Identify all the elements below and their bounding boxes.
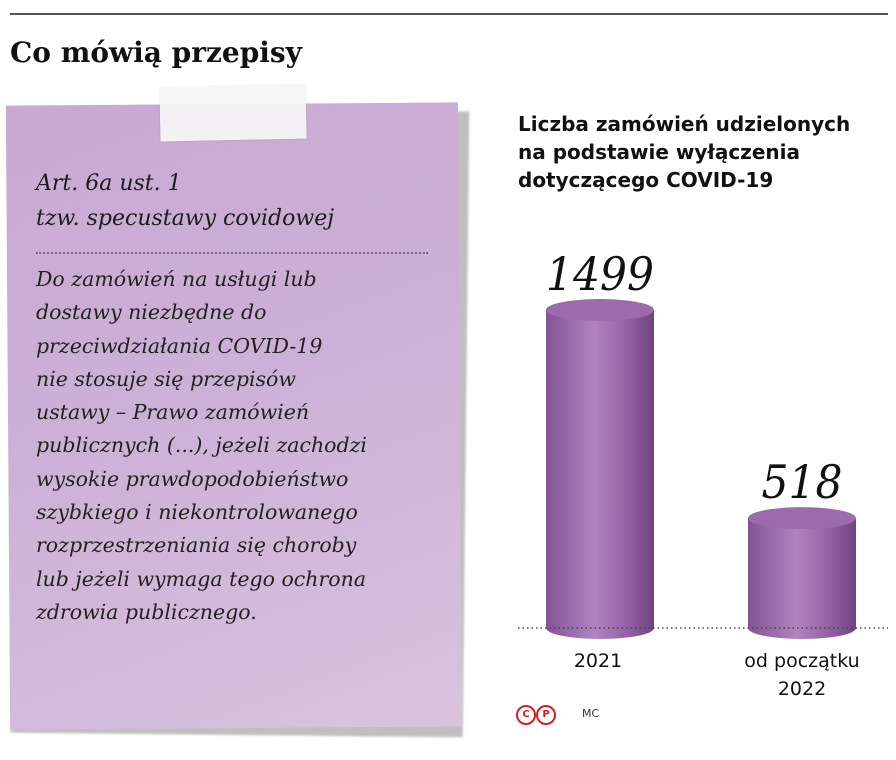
category-label: od początku 2022 xyxy=(722,647,882,703)
copyright-icon: C xyxy=(516,705,536,725)
category-label-line: od początku xyxy=(744,650,860,672)
note-divider xyxy=(36,252,428,254)
bar-body xyxy=(748,518,856,639)
chart-title: Liczba zamówień udzielonych na podstawie… xyxy=(518,110,888,194)
category-label: 2021 xyxy=(540,647,656,675)
note-heading-line: Art. 6a ust. 1 xyxy=(36,171,182,196)
p-icon: P xyxy=(536,705,556,725)
chart-title-line: Liczba zamówień udzielonych xyxy=(518,112,851,136)
bar-chart: 1499 518 xyxy=(518,247,888,639)
tape-strip xyxy=(159,84,307,142)
category-label-line: 2021 xyxy=(573,650,623,672)
note-heading-line: tzw. specustawy covidowej xyxy=(36,206,335,231)
note-heading: Art. 6a ust. 1 tzw. specustawy covidowej xyxy=(36,166,436,236)
page-title: Co mówią przepisy xyxy=(10,36,302,69)
chart-title-line: dotyczącego COVID-19 xyxy=(518,168,774,192)
bar-top xyxy=(748,507,856,530)
top-rule xyxy=(10,13,888,15)
bar xyxy=(546,299,654,639)
note-body-line: rozprzestrzeniania się choroby xyxy=(36,533,357,558)
note-body-line: przeciwdziałania COVID-19 xyxy=(36,333,323,358)
bar xyxy=(748,507,856,639)
note-body-line: dostawy niezbędne do xyxy=(36,300,267,325)
category-label-line: 2022 xyxy=(777,678,827,700)
note-body-line: lub jeżeli wymaga tego ochrona xyxy=(36,566,367,591)
bar-top xyxy=(546,299,654,321)
chart-title-line: na podstawie wyłączenia xyxy=(518,140,800,164)
note-body-line: nie stosuje się przepisów xyxy=(36,366,296,391)
data-label: 518 xyxy=(762,455,843,509)
note-body-line: szybkiego i niekontrolowanego xyxy=(36,500,358,525)
data-label: 1499 xyxy=(546,247,654,301)
note-body-line: zdrowia publicznego. xyxy=(36,599,257,624)
author-credit: MC xyxy=(582,707,600,720)
note-body-line: ustawy – Prawo zamówień xyxy=(36,400,310,425)
note-body-line: wysokie prawdopodobieństwo xyxy=(36,466,349,491)
note-body-line: Do zamówień na usługi lub xyxy=(36,267,317,291)
note-body: Do zamówień na usługi lub dostawy niezbę… xyxy=(36,263,444,629)
note-body-line: publicznych (...), jeżeli zachodzi xyxy=(36,433,367,458)
bar-body xyxy=(546,310,654,639)
